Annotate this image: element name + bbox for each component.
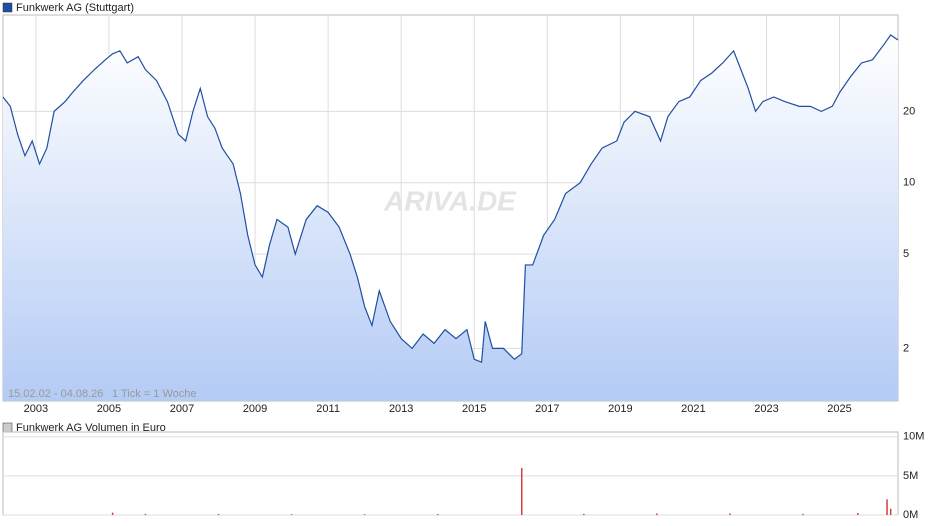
x-tick-label: 2019 bbox=[608, 403, 632, 415]
y-tick-label: 5 bbox=[903, 248, 909, 260]
y-tick-label: 10 bbox=[903, 177, 915, 189]
x-tick-label: 2003 bbox=[24, 403, 48, 415]
x-tick-label: 2007 bbox=[170, 403, 194, 415]
watermark: ARIVA.DE bbox=[383, 185, 517, 216]
plot-area bbox=[2, 431, 899, 516]
x-tick-label: 2023 bbox=[754, 403, 778, 415]
price-line bbox=[2, 34, 899, 364]
x-tick-label: 2025 bbox=[827, 403, 851, 415]
chart-title: Funkwerk AG (Stuttgart) bbox=[16, 2, 134, 14]
tick-note: 1 Tick = 1 Woche bbox=[112, 388, 196, 400]
x-tick-label: 2009 bbox=[243, 403, 267, 415]
x-tick-label: 2013 bbox=[389, 403, 413, 415]
x-tick-label: 2011 bbox=[316, 403, 340, 415]
y-tick-label: 5M bbox=[903, 470, 918, 482]
volume-title: Funkwerk AG Volumen in Euro bbox=[16, 422, 166, 434]
y-tick-label: 10M bbox=[903, 431, 924, 443]
x-tick-label: 2017 bbox=[535, 403, 559, 415]
legend-swatch bbox=[2, 422, 13, 433]
x-tick-label: 2021 bbox=[681, 403, 705, 415]
y-tick-label: 2 bbox=[903, 342, 909, 354]
area bbox=[3, 34, 898, 402]
legend-swatch bbox=[2, 2, 13, 13]
y-tick-label: 0M bbox=[903, 509, 918, 521]
y-tick-label: 20 bbox=[903, 105, 915, 117]
x-tick-label: 2005 bbox=[97, 403, 121, 415]
x-tick-label: 2015 bbox=[462, 403, 486, 415]
date-range: 15.02.02 - 04.08.26 bbox=[8, 388, 103, 400]
